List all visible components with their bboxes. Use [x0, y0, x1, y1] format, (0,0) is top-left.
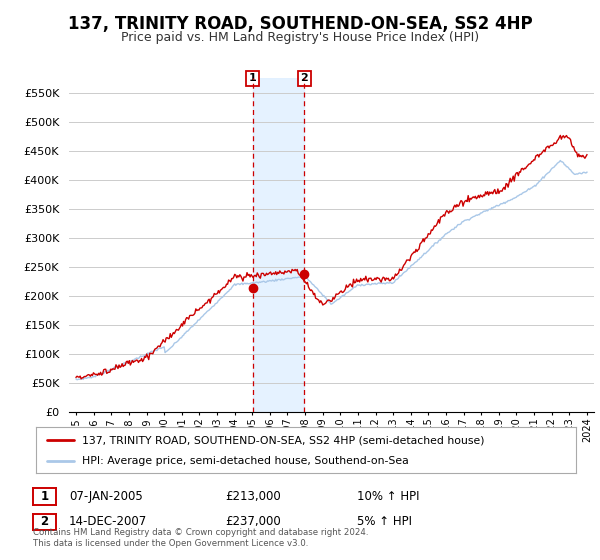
- Text: 2: 2: [301, 73, 308, 83]
- Text: 1: 1: [249, 73, 257, 83]
- Bar: [253, 78, 304, 412]
- Text: 2: 2: [40, 515, 49, 529]
- Text: 1: 1: [40, 490, 49, 503]
- Text: £237,000: £237,000: [225, 515, 281, 529]
- Text: 5% ↑ HPI: 5% ↑ HPI: [357, 515, 412, 529]
- Text: 10% ↑ HPI: 10% ↑ HPI: [357, 490, 419, 503]
- Text: Price paid vs. HM Land Registry's House Price Index (HPI): Price paid vs. HM Land Registry's House …: [121, 31, 479, 44]
- Text: 14-DEC-2007: 14-DEC-2007: [69, 515, 147, 529]
- Text: 07-JAN-2005: 07-JAN-2005: [69, 490, 143, 503]
- Text: £213,000: £213,000: [225, 490, 281, 503]
- Text: Contains HM Land Registry data © Crown copyright and database right 2024.
This d: Contains HM Land Registry data © Crown c…: [33, 528, 368, 548]
- Text: 137, TRINITY ROAD, SOUTHEND-ON-SEA, SS2 4HP (semi-detached house): 137, TRINITY ROAD, SOUTHEND-ON-SEA, SS2 …: [82, 435, 484, 445]
- Text: 137, TRINITY ROAD, SOUTHEND-ON-SEA, SS2 4HP: 137, TRINITY ROAD, SOUTHEND-ON-SEA, SS2 …: [68, 15, 532, 32]
- Text: HPI: Average price, semi-detached house, Southend-on-Sea: HPI: Average price, semi-detached house,…: [82, 456, 409, 466]
